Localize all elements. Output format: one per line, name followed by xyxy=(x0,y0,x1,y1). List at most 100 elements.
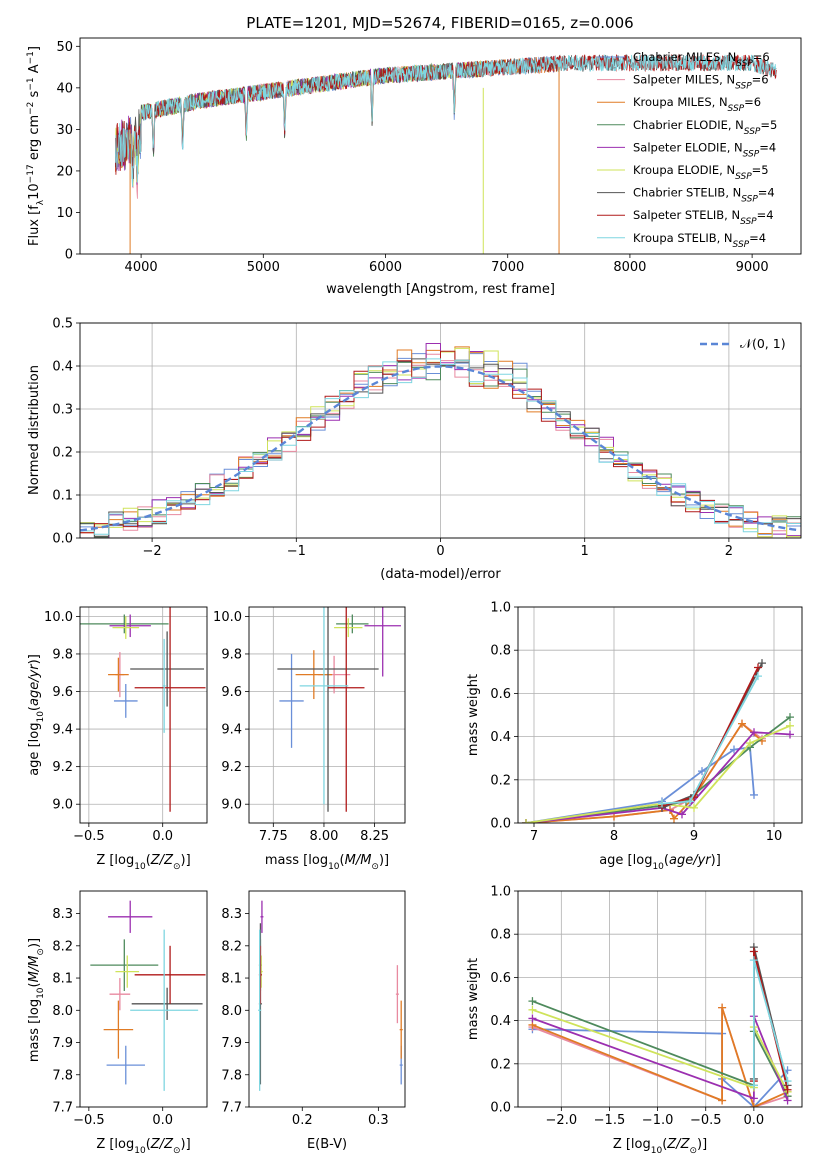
weight-marker xyxy=(783,1077,792,1086)
y-tick-label: 0.5 xyxy=(52,317,73,332)
x-tick-label: 10 xyxy=(766,829,783,844)
y-tick-label: 1.0 xyxy=(490,885,511,900)
y-tick-label: 0.2 xyxy=(490,1057,511,1072)
weight-marker xyxy=(754,672,762,681)
x-tick-label: −0.5 xyxy=(690,1113,722,1128)
weight-marker xyxy=(749,956,758,965)
y-tick-label: 8.3 xyxy=(52,907,73,922)
y-axis-label-part: −2 xyxy=(26,102,36,115)
legend-label-part: SSP xyxy=(741,195,758,205)
spectrum-series-line xyxy=(115,60,484,186)
y-tick-label: 50 xyxy=(56,40,73,55)
legend-label: Salpeter ELODIE, NSSP=4 xyxy=(633,140,776,159)
y-tick-label: 0.0 xyxy=(490,817,511,832)
weight-lines xyxy=(528,943,792,1107)
y-axis-label: Normed distribution xyxy=(27,365,42,495)
y-tick-label: 30 xyxy=(56,123,73,138)
weight-marker xyxy=(718,1096,727,1105)
x-axis-label: Z [log10(Z/Z⊙)] xyxy=(96,853,190,872)
legend-label-part: =5 xyxy=(760,118,777,132)
x-axis-label-part: ⊙ xyxy=(371,862,379,872)
y-tick-label: 0.4 xyxy=(490,730,511,745)
legend-label-part: Chabrier ELODIE, N xyxy=(633,118,744,132)
y-tick-label: 7.7 xyxy=(221,1101,242,1116)
legend-label: Chabrier ELODIE, NSSP=5 xyxy=(633,118,777,137)
x-axis-label-part: 10 xyxy=(328,862,340,872)
y-axis-label-part: )] xyxy=(27,654,42,664)
x-axis-label-part: ⊙ xyxy=(173,862,181,872)
legend-label-part: =5 xyxy=(752,163,769,177)
axes-frame xyxy=(517,890,803,1108)
x-tick-label: 7 xyxy=(530,829,538,844)
y-axis-label: mass [log10(M/M⊙)] xyxy=(27,938,46,1062)
x-axis-label-part: )] xyxy=(697,1137,707,1152)
x-axis-label-part: )] xyxy=(181,853,191,868)
weight-marker xyxy=(730,745,738,754)
x-axis-label-part: Z [log xyxy=(613,1137,651,1152)
y-axis-label-part: )] xyxy=(27,938,42,948)
spectrum-series-line xyxy=(115,61,484,185)
y-axis-label-part: s xyxy=(27,90,42,101)
y-tick-label: 0.0 xyxy=(52,532,73,547)
y-tick-label: 0.4 xyxy=(52,360,73,375)
y-axis-label-part: ( xyxy=(27,982,42,987)
x-axis-label-part: ( xyxy=(662,1137,667,1152)
legend-label-part: SSP xyxy=(743,149,760,159)
y-axis-label-part: A xyxy=(27,64,42,77)
x-tick-label: −2 xyxy=(143,544,162,559)
x-tick-label: 9000 xyxy=(736,260,769,275)
legend-label: Kroupa MILES, NSSP=6 xyxy=(633,95,761,114)
axes-frame xyxy=(248,606,406,824)
y-tick-label: 0.3 xyxy=(52,403,73,418)
weight-series-line xyxy=(532,1000,789,1097)
weight-lines xyxy=(522,659,794,823)
weight-marker xyxy=(690,803,698,812)
x-axis-label-part: 10 xyxy=(651,1146,663,1156)
legend-label-part: =4 xyxy=(758,186,775,200)
legend-label-part: Kroupa STELIB, N xyxy=(633,231,733,245)
legend-label-part: =4 xyxy=(759,140,776,154)
x-tick-label: 0.3 xyxy=(368,1113,389,1128)
x-tick-label: −1.5 xyxy=(594,1113,626,1128)
histogram-step xyxy=(80,358,801,538)
y-tick-label: 8.1 xyxy=(52,972,73,987)
x-tick-label: −1 xyxy=(287,544,306,559)
weight-marker xyxy=(758,659,766,668)
weight-marker xyxy=(786,721,794,730)
y-tick-label: 40 xyxy=(56,81,73,96)
x-axis-label-part: ⊙ xyxy=(173,1146,181,1156)
histogram-step xyxy=(80,350,801,534)
chart-residuals: −2 −1 0 1 2 0.0 0.1 0.2 0.3 0.4 0.5 𝒩(0, 1) (data-mo… xyxy=(27,317,802,582)
x-axis-label: mass [log10(M/M⊙)] xyxy=(265,853,389,872)
y-tick-label: 20 xyxy=(56,164,73,179)
weight-marker xyxy=(749,1094,758,1103)
y-tick-label: 0.8 xyxy=(490,644,511,659)
weight-series-line xyxy=(532,1008,789,1093)
weight-marker xyxy=(786,730,794,739)
weight-marker xyxy=(783,1096,792,1105)
x-axis-label: E(B-V) xyxy=(307,1137,347,1152)
y-tick-label: 0.6 xyxy=(490,971,511,986)
x-tick-label: −0.5 xyxy=(73,829,105,844)
x-axis-label-part: ⊙ xyxy=(689,1146,697,1156)
y-axis-label-part: age/yr xyxy=(27,663,42,706)
weight-marker xyxy=(783,1085,792,1094)
y-tick-label: 10.0 xyxy=(213,610,242,625)
y-tick-label: 0.6 xyxy=(490,687,511,702)
y-axis-label-part: ] xyxy=(27,46,42,51)
y-axis-label-part: mass [log xyxy=(27,999,42,1062)
histograms xyxy=(80,343,801,538)
x-axis-label-part: age [log xyxy=(599,853,652,868)
x-tick-label: 9 xyxy=(690,829,698,844)
x-axis-label-part: )] xyxy=(181,1137,191,1152)
weight-marker xyxy=(718,1003,727,1012)
weight-marker xyxy=(686,797,694,806)
x-axis-label-part: 10 xyxy=(134,862,146,872)
x-axis-label-part: 10 xyxy=(652,862,664,872)
legend-label: Chabrier STELIB, NSSP=4 xyxy=(633,186,775,205)
y-tick-label: 8.3 xyxy=(221,907,242,922)
y-axis-label-part: ⊙ xyxy=(36,948,46,956)
x-axis-label-part: E(B-V) xyxy=(307,1137,347,1152)
y-tick-label: 0.2 xyxy=(490,773,511,788)
x-tick-label: 7.75 xyxy=(259,829,288,844)
